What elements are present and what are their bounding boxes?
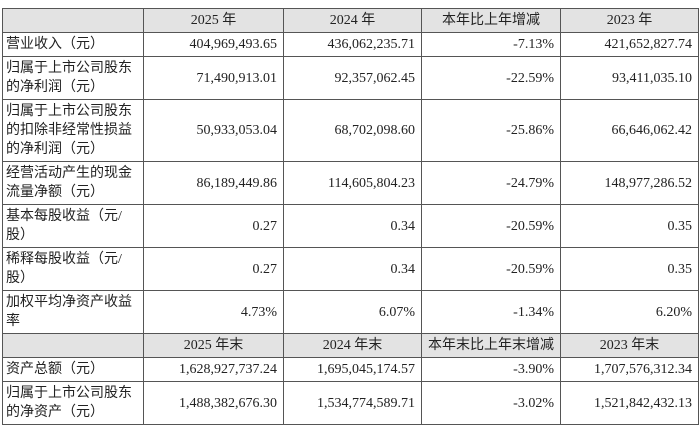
value-cell: -22.59% bbox=[421, 56, 561, 100]
row-label: 资产总额（元） bbox=[2, 357, 144, 382]
value-cell: 68,702,098.60 bbox=[283, 99, 422, 162]
row-label: 稀释每股收益（元/股） bbox=[2, 247, 144, 291]
value-cell: 1,707,576,312.34 bbox=[560, 357, 699, 382]
financial-table: 2025 年 2024 年本年比上年增减 2023 年营业收入（元） 404,969,… bbox=[2, 8, 699, 425]
row-label: 加权平均净资产收益率 bbox=[2, 290, 144, 334]
value-cell: 1,521,842,432.13 bbox=[560, 381, 699, 425]
header-cell: 本年比上年增减 bbox=[421, 8, 561, 33]
data-row: 经营活动产生的现金流量净额（元） 86,189,449.86 114,605,804… bbox=[2, 161, 699, 205]
value-cell: 4.73% bbox=[143, 290, 284, 334]
data-row: 归属于上市公司股东的净资产（元） 1,488,382,676.30 1,534,77… bbox=[2, 381, 699, 425]
header-cell: 2023 年 bbox=[560, 8, 699, 33]
header-cell bbox=[2, 333, 144, 358]
value-cell: 404,969,493.65 bbox=[143, 32, 284, 57]
data-row: 资产总额（元） 1,628,927,737.24 1,695,045,174.57-… bbox=[2, 357, 699, 382]
header-cell: 2023 年末 bbox=[560, 333, 699, 358]
value-cell: 71,490,913.01 bbox=[143, 56, 284, 100]
value-cell: 1,695,045,174.57 bbox=[283, 357, 422, 382]
value-cell: 0.27 bbox=[143, 247, 284, 291]
value-cell: 1,488,382,676.30 bbox=[143, 381, 284, 425]
value-cell: 0.34 bbox=[283, 247, 422, 291]
value-cell: 1,534,774,589.71 bbox=[283, 381, 422, 425]
header-row: 2025 年末 2024 年末 本年末比上年末增减 2023 年末 bbox=[2, 333, 699, 358]
value-cell: 6.07% bbox=[283, 290, 422, 334]
value-cell: 0.34 bbox=[283, 204, 422, 248]
value-cell: -7.13% bbox=[421, 32, 561, 57]
value-cell: 86,189,449.86 bbox=[143, 161, 284, 205]
value-cell: 0.35 bbox=[560, 204, 699, 248]
header-cell: 2024 年 bbox=[283, 8, 422, 33]
value-cell: 92,357,062.45 bbox=[283, 56, 422, 100]
value-cell: 148,977,286.52 bbox=[560, 161, 699, 205]
value-cell: 0.35 bbox=[560, 247, 699, 291]
data-row: 归属于上市公司股东的扣除非经常性损益的净利润（元） 50,933,053.04 68… bbox=[2, 99, 699, 162]
row-label: 归属于上市公司股东的净资产（元） bbox=[2, 381, 144, 425]
value-cell: -20.59% bbox=[421, 204, 561, 248]
row-label: 基本每股收益（元/股） bbox=[2, 204, 144, 248]
value-cell: 50,933,053.04 bbox=[143, 99, 284, 162]
table-body: 2025 年 2024 年本年比上年增减 2023 年营业收入（元） 404,969,… bbox=[2, 8, 699, 425]
value-cell: 93,411,035.10 bbox=[560, 56, 699, 100]
value-cell: 114,605,804.23 bbox=[283, 161, 422, 205]
page: 2025 年 2024 年本年比上年增减 2023 年营业收入（元） 404,969,… bbox=[2, 8, 699, 425]
value-cell: -3.90% bbox=[421, 357, 561, 382]
row-label: 归属于上市公司股东的扣除非经常性损益的净利润（元） bbox=[2, 99, 144, 162]
header-cell bbox=[2, 8, 144, 33]
header-row: 2025 年 2024 年本年比上年增减 2023 年 bbox=[2, 8, 699, 33]
value-cell: -20.59% bbox=[421, 247, 561, 291]
value-cell: -25.86% bbox=[421, 99, 561, 162]
value-cell: 6.20% bbox=[560, 290, 699, 334]
value-cell: 1,628,927,737.24 bbox=[143, 357, 284, 382]
header-cell: 本年末比上年末增减 bbox=[421, 333, 561, 358]
value-cell: -24.79% bbox=[421, 161, 561, 205]
value-cell: -1.34% bbox=[421, 290, 561, 334]
value-cell: -3.02% bbox=[421, 381, 561, 425]
row-label: 经营活动产生的现金流量净额（元） bbox=[2, 161, 144, 205]
row-label: 归属于上市公司股东的净利润（元） bbox=[2, 56, 144, 100]
value-cell: 436,062,235.71 bbox=[283, 32, 422, 57]
row-label: 营业收入（元） bbox=[2, 32, 144, 57]
value-cell: 66,646,062.42 bbox=[560, 99, 699, 162]
data-row: 营业收入（元） 404,969,493.65 436,062,235.71 -7.13… bbox=[2, 32, 699, 57]
header-cell: 2025 年末 bbox=[143, 333, 284, 358]
data-row: 加权平均净资产收益率 4.73% 6.07% -1.34% 6.20% bbox=[2, 290, 699, 334]
value-cell: 421,652,827.74 bbox=[560, 32, 699, 57]
header-cell: 2025 年 bbox=[143, 8, 284, 33]
data-row: 基本每股收益（元/股） 0.27 0.34 -20.59% 0.35 bbox=[2, 204, 699, 248]
data-row: 稀释每股收益（元/股） 0.27 0.34 -20.59% 0.35 bbox=[2, 247, 699, 291]
header-cell: 2024 年末 bbox=[283, 333, 422, 358]
data-row: 归属于上市公司股东的净利润（元） 71,490,913.01 92,357,062.… bbox=[2, 56, 699, 100]
value-cell: 0.27 bbox=[143, 204, 284, 248]
